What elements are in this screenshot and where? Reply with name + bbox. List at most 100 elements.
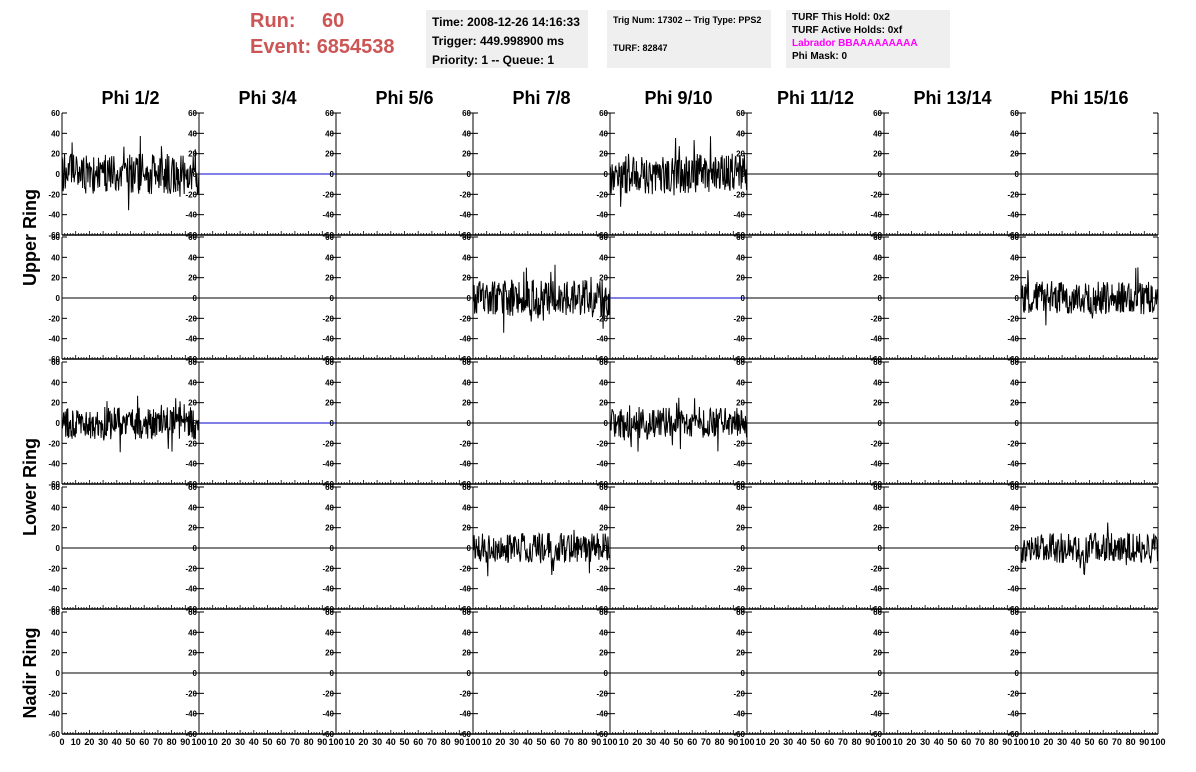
y-tick-label: 0 [193, 669, 198, 678]
y-tick-label: -20 [1007, 190, 1019, 199]
y-tick-label: -20 [733, 689, 745, 698]
y-tick-label: -40 [870, 710, 882, 719]
x-tick-label: 10 [756, 737, 766, 747]
x-tick-label: 60 [276, 737, 286, 747]
y-tick-label: 0 [741, 419, 746, 428]
y-tick-label: 60 [599, 483, 608, 492]
y-tick-label: -40 [185, 211, 197, 220]
y-tick-label: 60 [599, 608, 608, 617]
y-tick-label: 40 [1010, 628, 1019, 637]
y-tick-label: -60 [459, 355, 471, 364]
x-tick-label: 50 [673, 737, 683, 747]
x-tick-label: 90 [865, 737, 875, 747]
y-tick-label: 20 [325, 399, 334, 408]
y-tick-label: 0 [193, 544, 198, 553]
y-tick-label: 40 [736, 503, 745, 512]
y-tick-label: -40 [870, 585, 882, 594]
x-tick-label: 50 [947, 737, 957, 747]
y-tick-label: -20 [48, 314, 60, 323]
y-tick-label: -40 [322, 585, 334, 594]
y-tick-label: 40 [51, 378, 60, 387]
y-tick-label: 40 [188, 628, 197, 637]
y-tick-label: 0 [604, 294, 609, 303]
y-tick-label: -60 [596, 605, 608, 614]
y-tick-label: 0 [467, 294, 472, 303]
y-tick-label: -60 [459, 605, 471, 614]
y-tick-label: 40 [873, 628, 882, 637]
y-tick-label: 60 [736, 358, 745, 367]
waveform-trace [1020, 522, 1159, 576]
x-tick-label: 40 [1071, 737, 1081, 747]
y-tick-label: 60 [1010, 358, 1019, 367]
x-tick-label: 60 [1098, 737, 1108, 747]
y-tick-label: 60 [736, 608, 745, 617]
trigger-info-box: Time: 2008-12-26 14:16:33 Trigger: 449.9… [426, 10, 588, 68]
y-tick-label: 60 [873, 608, 882, 617]
y-tick-label: -20 [870, 314, 882, 323]
y-tick-label: -40 [185, 335, 197, 344]
y-tick-label: 40 [736, 253, 745, 262]
x-tick-label: 90 [728, 737, 738, 747]
y-tick-label: 60 [462, 358, 471, 367]
y-tick-label: 60 [736, 233, 745, 242]
y-tick-label: -40 [459, 211, 471, 220]
x-tick-label: 30 [509, 737, 519, 747]
y-tick-label: 60 [462, 109, 471, 118]
x-tick-label: 60 [139, 737, 149, 747]
column-title: Phi 9/10 [644, 88, 712, 108]
x-tick-label: 30 [235, 737, 245, 747]
y-tick-label: -40 [1007, 585, 1019, 594]
y-tick-label: -60 [1007, 730, 1019, 739]
y-tick-label: -40 [48, 460, 60, 469]
y-tick-label: 40 [462, 628, 471, 637]
x-tick-label: 10 [619, 737, 629, 747]
ring-label: Lower Ring [20, 438, 40, 536]
y-tick-label: -40 [733, 460, 745, 469]
y-tick-label: 20 [462, 649, 471, 658]
y-tick-label: -20 [596, 314, 608, 323]
y-tick-label: 60 [462, 608, 471, 617]
x-tick-label: 40 [112, 737, 122, 747]
x-tick-label: 70 [427, 737, 437, 747]
x-tick-label: 100 [1150, 737, 1165, 747]
x-tick-label: 20 [495, 737, 505, 747]
y-tick-label: 20 [599, 150, 608, 159]
y-tick-label: 0 [604, 170, 609, 179]
y-tick-label: -40 [48, 710, 60, 719]
y-tick-label: 40 [188, 129, 197, 138]
y-tick-label: -20 [459, 689, 471, 698]
x-tick-label: 60 [687, 737, 697, 747]
turf-text: TURF: 82847 [613, 43, 668, 53]
x-tick-label: 90 [454, 737, 464, 747]
time-text: Time: 2008-12-26 14:16:33 [432, 15, 580, 29]
y-tick-label: 40 [1010, 378, 1019, 387]
y-tick-label: -40 [48, 335, 60, 344]
y-tick-label: -40 [185, 460, 197, 469]
y-tick-label: 20 [462, 399, 471, 408]
y-tick-label: -40 [48, 585, 60, 594]
y-tick-label: 60 [51, 233, 60, 242]
y-tick-label: 60 [51, 109, 60, 118]
y-tick-label: -20 [870, 689, 882, 698]
y-tick-label: 60 [873, 109, 882, 118]
x-tick-label: 20 [1043, 737, 1053, 747]
y-tick-label: 0 [741, 294, 746, 303]
y-tick-label: -40 [1007, 335, 1019, 344]
y-tick-label: 60 [51, 608, 60, 617]
y-tick-label: -40 [733, 710, 745, 719]
x-tick-label: 20 [769, 737, 779, 747]
x-tick-label: 50 [399, 737, 409, 747]
y-tick-label: 40 [462, 378, 471, 387]
y-tick-label: 20 [736, 274, 745, 283]
x-tick-label: 20 [906, 737, 916, 747]
waveform-trace [609, 397, 748, 452]
y-tick-label: 40 [599, 628, 608, 637]
y-tick-label: -60 [322, 730, 334, 739]
x-tick-label: 90 [591, 737, 601, 747]
y-tick-label: -40 [322, 710, 334, 719]
y-tick-label: 0 [193, 294, 198, 303]
y-tick-label: -20 [322, 689, 334, 698]
x-tick-label: 40 [523, 737, 533, 747]
trig-num-box: Trig Num: 17302 -- Trig Type: PPS2 TURF:… [607, 10, 771, 68]
